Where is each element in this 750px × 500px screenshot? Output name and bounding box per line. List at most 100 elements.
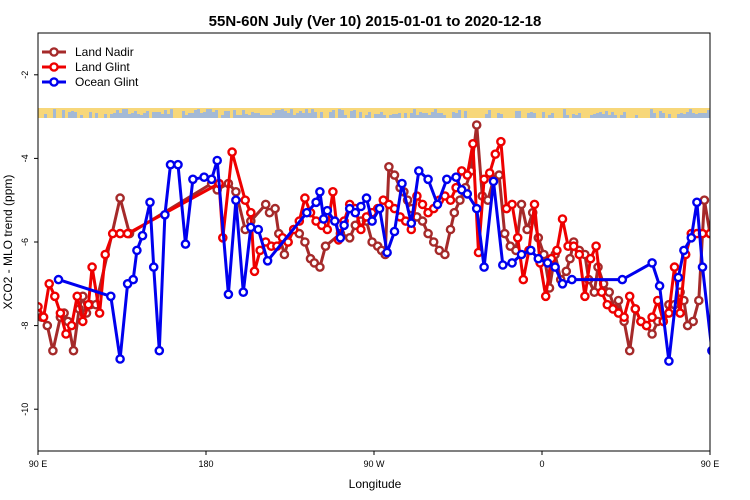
data-point-land-nadir <box>270 203 280 214</box>
data-point-ocean-glint <box>339 220 349 231</box>
data-point-land-glint <box>38 312 49 323</box>
data-point-ocean-glint <box>231 195 241 205</box>
data-point-land-glint <box>61 329 71 339</box>
data-point-ocean-glint <box>567 274 577 285</box>
data-point-land-glint <box>647 312 657 323</box>
data-point-ocean-glint <box>148 262 159 272</box>
y-axis-label: XCO2 - MLO trend (ppm) <box>1 175 15 310</box>
data-point-land-glint <box>300 193 310 203</box>
data-point-ocean-glint <box>245 222 256 233</box>
data-point-land-glint <box>529 199 540 210</box>
map-strip <box>38 108 710 118</box>
data-point-land-glint <box>705 228 710 239</box>
data-point-land-nadir <box>699 195 710 205</box>
data-point-ocean-glint <box>406 218 417 228</box>
data-point-land-glint <box>675 308 685 318</box>
data-point-land-glint <box>630 304 641 314</box>
data-point-land-glint <box>122 228 133 239</box>
data-point-land-glint <box>496 136 506 147</box>
data-point-land-nadir <box>516 199 527 210</box>
data-point-ocean-glint <box>199 172 209 182</box>
y-tick-label-4: -10 <box>20 403 30 416</box>
data-point-ocean-glint <box>686 232 697 243</box>
data-point-ocean-glint <box>664 356 674 366</box>
data-point-ocean-glint <box>727 161 734 168</box>
data-point-ocean-glint <box>471 203 482 214</box>
data-point-land-glint <box>552 245 562 256</box>
data-point-land-glint <box>585 253 596 264</box>
data-point-land-glint <box>507 199 517 210</box>
data-point-land-nadir <box>561 266 572 277</box>
y-tick-label-3: -8 <box>20 322 30 330</box>
data-point-ocean-glint <box>533 253 544 264</box>
data-point-ocean-glint <box>318 214 329 224</box>
data-point-land-glint <box>540 291 551 302</box>
data-point-ocean-glint <box>654 281 665 291</box>
data-point-land-glint <box>664 308 674 318</box>
data-point-ocean-glint <box>301 207 312 218</box>
data-point-ocean-glint <box>526 245 536 256</box>
data-point-land-glint <box>94 308 105 318</box>
legend-swatch-marker <box>49 62 59 72</box>
data-point-land-glint <box>322 224 333 235</box>
data-point-land-glint <box>490 149 501 159</box>
data-point-ocean-glint <box>550 262 560 272</box>
data-point-land-glint <box>100 249 110 260</box>
data-point-ocean-glint <box>451 172 461 182</box>
data-point-land-nadir <box>48 345 58 356</box>
x-tick-label-1: 180 <box>198 459 213 469</box>
data-point-ocean-glint <box>329 216 340 226</box>
chart-title: 55N-60N July (Ver 10) 2015-01-01 to 2020… <box>209 13 542 30</box>
data-point-ocean-glint <box>128 274 138 285</box>
x-axis-label: Longitude <box>349 477 402 491</box>
data-point-land-glint <box>512 232 523 243</box>
data-point-ocean-glint <box>497 260 508 270</box>
data-point-land-glint <box>518 274 529 285</box>
data-point-land-nadir <box>384 161 394 172</box>
data-point-land-nadir <box>455 195 465 205</box>
data-point-land-nadir <box>231 186 241 197</box>
data-point-land-nadir <box>445 224 456 235</box>
legend-swatch-marker <box>49 77 59 87</box>
y-axis: -2 -4 -6 -8 -10 <box>20 71 38 416</box>
data-point-land-nadir <box>471 120 482 130</box>
data-point-land-glint <box>624 291 635 302</box>
data-point-ocean-glint <box>423 174 433 185</box>
data-point-ocean-glint <box>692 197 702 208</box>
data-point-ocean-glint <box>132 245 142 256</box>
data-point-land-glint <box>445 195 456 205</box>
y-tick-label-2: -6 <box>20 238 30 246</box>
data-point-ocean-glint <box>322 205 333 216</box>
data-point-land-nadir <box>279 249 290 260</box>
data-point-land-glint <box>580 291 590 302</box>
data-point-land-glint <box>115 228 125 239</box>
data-point-land-glint <box>44 278 55 289</box>
data-point-land-glint <box>356 224 366 235</box>
data-point-ocean-glint <box>253 224 264 235</box>
data-point-land-nadir <box>688 316 699 327</box>
x-axis: 90 E 180 90 W 0 90 E <box>29 451 720 469</box>
data-point-ocean-glint <box>223 289 234 300</box>
data-point-ocean-glint <box>617 274 628 285</box>
y-tick-label-1: -4 <box>20 154 30 162</box>
data-point-land-nadir <box>499 228 510 239</box>
data-point-land-glint <box>417 199 428 210</box>
x-tick-label-4: 90 E <box>701 459 720 469</box>
data-point-land-nadir <box>344 232 355 243</box>
data-point-ocean-glint <box>697 262 708 272</box>
data-point-ocean-glint <box>441 174 452 185</box>
data-point-ocean-glint <box>707 346 710 356</box>
data-point-land-nadir <box>565 253 575 264</box>
data-point-land-nadir <box>694 295 704 306</box>
legend-item-ocean-glint: Ocean Glint <box>42 75 139 89</box>
data-point-land-glint <box>462 170 473 180</box>
data-point-land-nadir <box>494 170 504 180</box>
data-point-ocean-glint <box>137 230 148 241</box>
data-point-land-glint <box>328 186 338 197</box>
data-point-land-nadir <box>449 207 460 218</box>
data-point-ocean-glint <box>361 193 372 203</box>
data-point-land-nadir <box>423 228 433 239</box>
data-point-land-glint <box>78 316 88 327</box>
data-point-land-nadir <box>260 199 271 210</box>
